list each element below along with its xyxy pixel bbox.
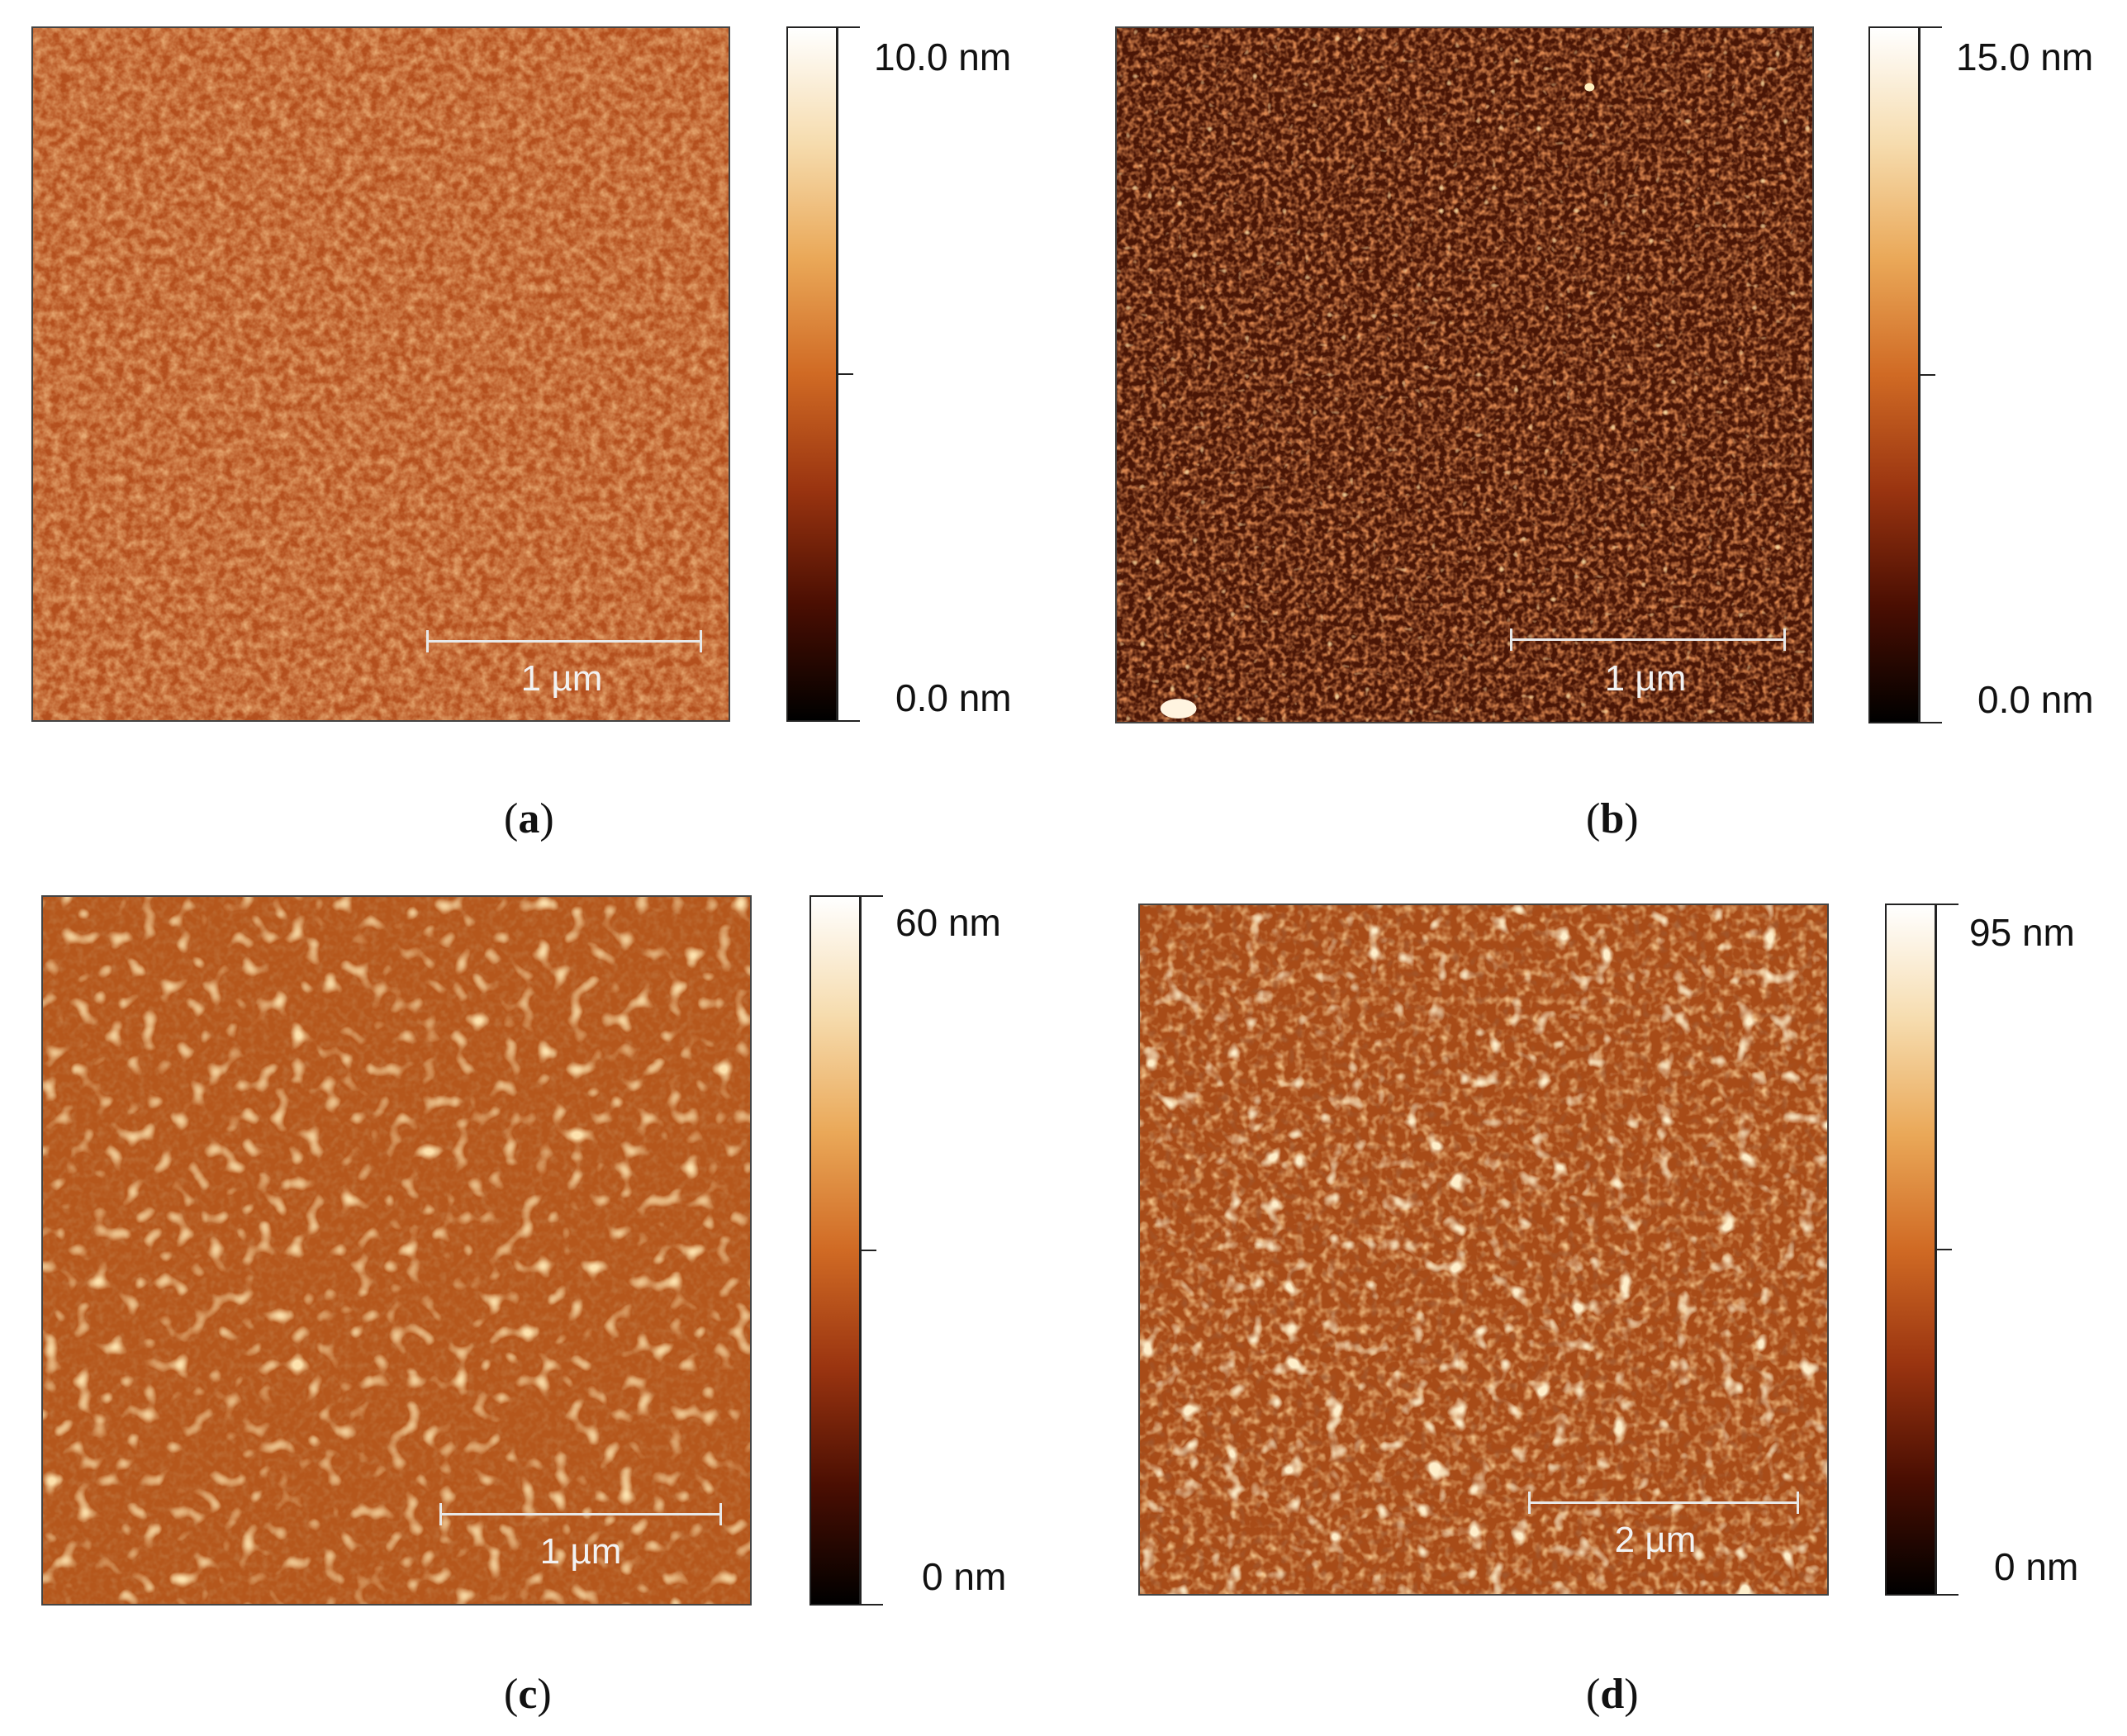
caption-b: (b) xyxy=(1586,795,1639,842)
colorbar-a xyxy=(786,26,838,722)
scale-bar-label-c: 1 µm xyxy=(539,1531,622,1572)
colorbar-tick-top-d xyxy=(1935,904,1958,905)
afm-image-b: 1 µm xyxy=(1115,26,1814,723)
colorbar-tick-bottom-d xyxy=(1935,1594,1958,1596)
afm-texture-c xyxy=(43,897,750,1604)
colorbar-max-c: 60 nm xyxy=(895,901,1001,944)
colorbar-tick-top-a xyxy=(837,26,860,28)
scale-bar-a xyxy=(426,625,702,658)
colorbar-tick-mid-d xyxy=(1935,1249,1952,1250)
afm-image-c: 1 µm xyxy=(41,895,752,1606)
colorbar-tick-mid-b xyxy=(1919,374,1935,376)
colorbar-tick-mid-a xyxy=(837,373,853,375)
caption-c: (c) xyxy=(504,1671,552,1718)
afm-texture-a xyxy=(33,28,729,720)
afm-texture-b xyxy=(1117,28,1812,722)
afm-image-a: 1 µm xyxy=(31,26,730,722)
scale-bar-label-b: 1 µm xyxy=(1604,658,1687,699)
colorbar-min-d: 0 nm xyxy=(1994,1545,2079,1588)
scale-bar-b xyxy=(1510,624,1786,657)
caption-a: (a) xyxy=(504,795,554,842)
scale-bar-label-d: 2 µm xyxy=(1614,1520,1697,1560)
scale-bar-d xyxy=(1528,1487,1799,1520)
colorbar-max-a: 10.0 nm xyxy=(874,36,1012,78)
caption-d: (d) xyxy=(1586,1671,1639,1718)
colorbar-min-a: 0.0 nm xyxy=(895,676,1012,719)
colorbar-tick-top-b xyxy=(1919,26,1942,28)
afm-image-d: 2 µm xyxy=(1138,904,1829,1596)
colorbar-b xyxy=(1868,26,1920,723)
scale-bar-c xyxy=(439,1498,722,1531)
colorbar-tick-bottom-b xyxy=(1919,722,1942,723)
scale-bar-label-a: 1 µm xyxy=(520,658,603,699)
colorbar-tick-bottom-c xyxy=(860,1604,883,1606)
colorbar-tick-mid-c xyxy=(860,1250,876,1251)
colorbar-d xyxy=(1885,904,1936,1596)
afm-texture-d xyxy=(1140,905,1827,1594)
colorbar-min-b: 0.0 nm xyxy=(1977,678,2094,721)
colorbar-max-b: 15.0 nm xyxy=(1956,36,2094,78)
colorbar-min-c: 0 nm xyxy=(922,1555,1007,1598)
colorbar-c xyxy=(809,895,861,1606)
colorbar-tick-top-c xyxy=(860,895,883,897)
colorbar-tick-bottom-a xyxy=(837,720,860,722)
colorbar-max-d: 95 nm xyxy=(1969,911,2075,954)
